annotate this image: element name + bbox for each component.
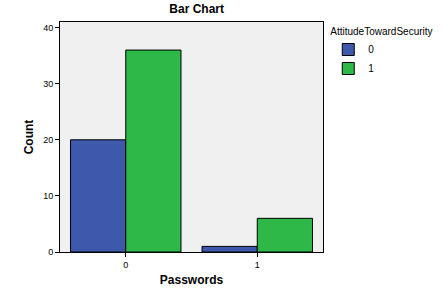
svg-text:30: 30 xyxy=(43,79,53,89)
svg-text:Count: Count xyxy=(22,120,36,155)
svg-text:1: 1 xyxy=(255,260,260,270)
svg-text:40: 40 xyxy=(43,23,53,33)
svg-text:20: 20 xyxy=(43,135,53,145)
svg-text:1: 1 xyxy=(368,63,374,74)
svg-text:0: 0 xyxy=(123,260,128,270)
svg-text:0: 0 xyxy=(368,44,374,55)
svg-text:Passwords: Passwords xyxy=(160,273,224,287)
svg-text:Bar Chart: Bar Chart xyxy=(169,2,224,16)
svg-text:0: 0 xyxy=(48,247,53,257)
svg-text:10: 10 xyxy=(43,191,53,201)
svg-text:AttitudeTowardSecurity: AttitudeTowardSecurity xyxy=(330,26,432,37)
